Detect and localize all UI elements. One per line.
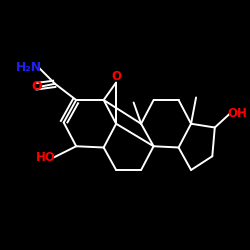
Text: O: O [31, 80, 42, 93]
Text: O: O [111, 70, 121, 83]
Text: OH: OH [227, 107, 247, 120]
Text: HO: HO [36, 151, 56, 164]
Text: H₂N: H₂N [16, 61, 42, 74]
